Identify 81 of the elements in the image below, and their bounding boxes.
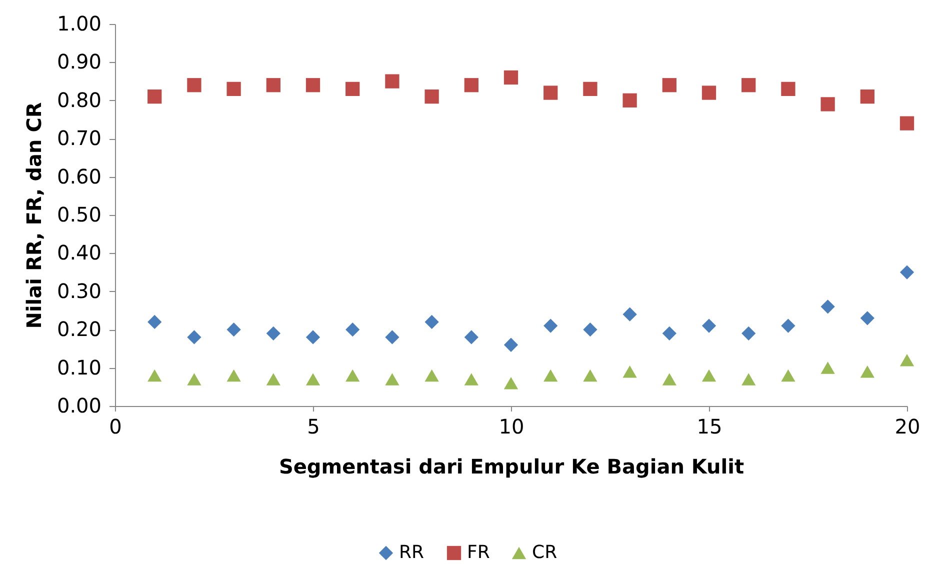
point [424, 90, 439, 104]
y-tick-label: 0.10 [56, 355, 102, 380]
x-tick-label: 10 [498, 414, 524, 438]
point [346, 82, 360, 96]
x-axis-title: Segmentasi dari Empulur Ke Bagian Kulit [278, 454, 744, 478]
point [544, 369, 558, 382]
point [900, 116, 914, 130]
point [148, 314, 162, 330]
point [226, 82, 241, 96]
x-tick-label: 0 [109, 414, 122, 438]
point [306, 330, 320, 344]
point [900, 354, 914, 366]
y-tick-label: 0.90 [56, 50, 102, 74]
point [622, 365, 637, 378]
x-tick-label: 15 [696, 414, 722, 438]
point [702, 86, 716, 100]
point [226, 322, 241, 337]
point [504, 338, 518, 352]
point [385, 373, 400, 386]
point [187, 330, 202, 344]
point [781, 369, 796, 382]
point [622, 307, 637, 322]
legend-label: FR [467, 542, 490, 563]
point [464, 78, 478, 92]
y-tick-label: 1.00 [56, 12, 102, 36]
point [385, 330, 400, 344]
y-tick-label: 0.00 [56, 394, 102, 418]
point [266, 373, 280, 386]
point [306, 373, 320, 386]
point [187, 78, 202, 92]
point [346, 369, 360, 382]
point [385, 74, 400, 88]
point [583, 82, 598, 96]
point [662, 326, 676, 340]
point [148, 369, 162, 382]
point [544, 86, 558, 100]
point [900, 265, 914, 280]
x-tick-label: 5 [307, 414, 320, 438]
point [424, 369, 439, 382]
point [781, 82, 796, 96]
y-tick-label: 0.70 [56, 126, 102, 150]
point [742, 78, 756, 92]
legend-label: CR [532, 542, 558, 563]
point [742, 373, 756, 386]
y-tick-label: 0.30 [56, 278, 102, 303]
point [820, 300, 835, 314]
y-axis-title: Nilai RR, FR, dan CR [22, 102, 46, 329]
point [860, 311, 874, 326]
point [860, 90, 874, 104]
point [504, 376, 518, 390]
x-tick-label: 20 [894, 414, 920, 438]
point [544, 318, 558, 333]
point [266, 326, 280, 340]
point [662, 78, 676, 92]
point [781, 318, 796, 333]
point [702, 318, 716, 333]
y-tick-label: 0.80 [56, 88, 102, 112]
point [662, 373, 676, 386]
point [820, 362, 835, 374]
point [820, 97, 835, 112]
point [860, 365, 874, 378]
point [702, 369, 716, 382]
point [622, 93, 637, 108]
point [583, 322, 598, 337]
point [504, 70, 518, 85]
point [346, 322, 360, 337]
y-tick-label: 0.60 [56, 164, 102, 188]
point [148, 90, 162, 104]
point [742, 326, 756, 340]
y-tick-label: 0.20 [56, 317, 102, 342]
y-tick-label: 0.50 [56, 202, 102, 226]
point [583, 369, 598, 382]
point [424, 314, 439, 330]
point [464, 373, 478, 386]
legend-label: RR [399, 542, 424, 563]
point [306, 78, 320, 92]
point [187, 373, 202, 386]
y-tick-label: 0.40 [56, 240, 102, 265]
point [464, 330, 478, 344]
point [266, 78, 280, 92]
point [226, 369, 241, 382]
